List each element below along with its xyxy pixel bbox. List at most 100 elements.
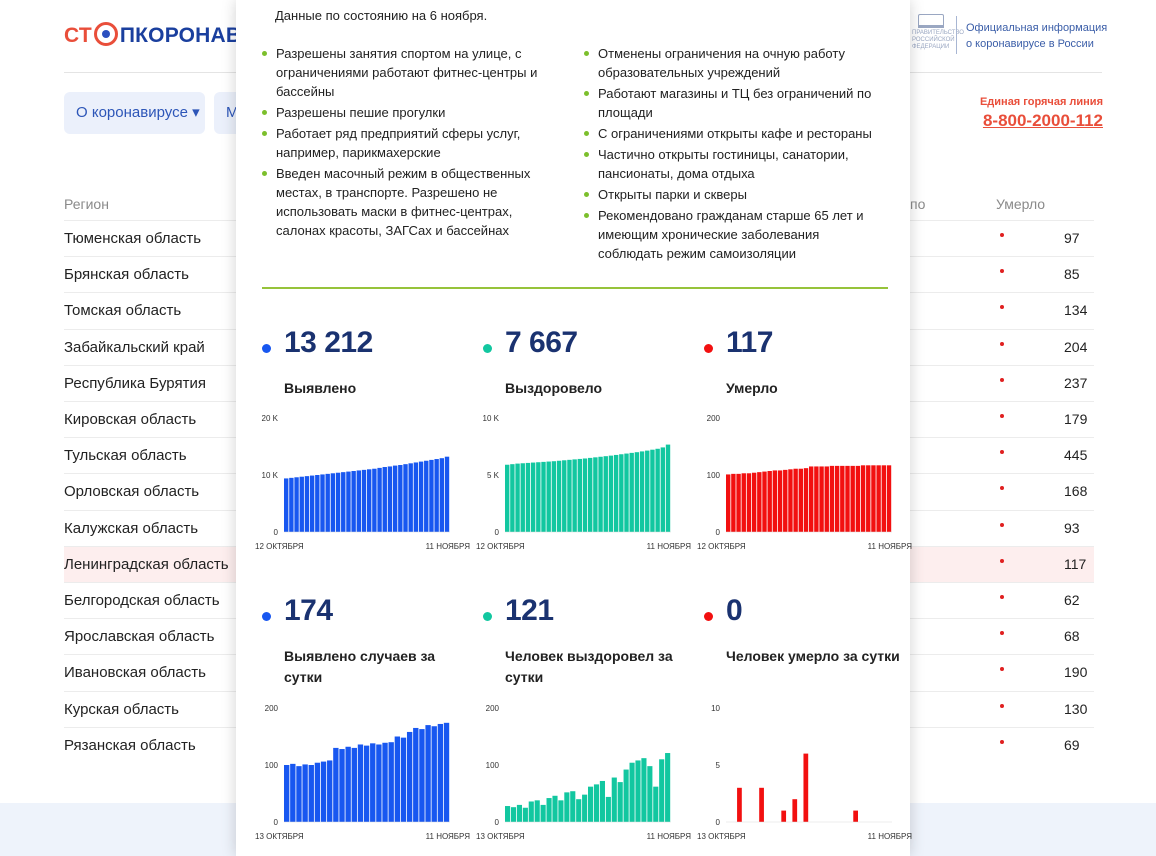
bar [570,791,576,822]
y-tick-label: 200 [265,704,279,713]
restriction-item: Разрешены пешие прогулки [262,103,552,122]
deaths-dot-icon [1000,667,1004,672]
bar [598,456,603,532]
restriction-item: Рекомендовано гражданам старше 65 лет и … [584,206,884,263]
bar [388,742,394,822]
deaths-dot-icon [1000,631,1004,636]
restriction-item: Открыты парки и скверы [584,185,884,204]
bar [762,471,767,532]
bar [308,765,314,822]
bar [660,447,666,532]
x-tick-label-end: 11 НОЯБРЯ [426,542,471,551]
bar [845,465,850,532]
y-tick-label: 0 [716,818,721,827]
bar [367,469,372,532]
bar [834,465,840,532]
region-name: Томская область [64,302,182,320]
bar [304,476,310,532]
bar [522,807,528,822]
hotline: Единая горячая линия 8-800-2000-112 [980,96,1103,131]
bar [413,727,419,822]
stat-daily-confirmed: 174 Выявлено случаев за сутки 0 100 200 13 ОК… [255,590,472,850]
government-link[interactable]: ПРАВИТЕЛЬСТВО РОССИЙСКОЙ ФЕДЕРАЦИИ Офици… [912,14,1112,58]
bar [510,807,517,822]
bar [576,799,582,822]
y-tick-label: 10 K [483,414,500,423]
bar [562,460,567,532]
restrictions-list-right: Отменены ограничения на очную работу обр… [584,44,884,265]
bar [737,787,742,822]
bar [757,472,762,532]
col-header-partial[interactable]: по [910,196,926,212]
deaths-dot-icon [1000,341,1004,346]
bar [572,459,577,532]
stat-value: 117 [726,326,773,359]
nav-about-coronavirus[interactable]: О коронавирусе ▾ [64,92,205,134]
stat-label: Выздоровело [505,380,603,396]
bar [356,470,362,532]
gov-info-text: Официальная информация о коронавирусе в … [966,22,1108,50]
bar [829,465,835,532]
deaths-value: 204 [1064,338,1088,355]
x-tick-label-end: 11 НОЯБРЯ [868,542,913,551]
region-name: Орловская область [64,483,200,501]
stopcoronavirus-logo[interactable]: СТ ПКОРОНАВИ [64,22,257,47]
y-tick-label: 100 [265,761,279,770]
region-name: Тюменская область [64,230,202,247]
bar [665,753,671,822]
deaths-value: 69 [1064,736,1080,753]
bar [520,463,525,532]
bar [798,468,804,532]
bar [803,468,809,532]
stat-label: Человек выздоровел за сутки [505,648,673,685]
bullet-icon [584,91,589,96]
bar [534,800,540,822]
bar [641,758,647,822]
col-header-region[interactable]: Регион [64,196,109,212]
bar [582,794,588,822]
site-header: СТ ПКОРОНАВИ ПРАВИТЕЛЬСТВО РОССИЙСКОЙ ФЕД… [0,0,1156,160]
y-tick-label: 200 [486,704,500,713]
bar [541,461,546,532]
bar [528,801,534,822]
series-dot-icon [704,612,713,621]
x-tick-label-start: 13 ОКТЯБРЯ [697,832,746,841]
bar [629,452,634,532]
bar [546,461,551,532]
bar [777,470,783,532]
deaths-value: 168 [1064,483,1088,500]
x-tick-label-end: 11 НОЯБРЯ [426,832,471,841]
bar [792,799,798,822]
region-name: Курская область [64,700,179,718]
bar [408,463,413,532]
y-tick-label: 0 [495,528,500,537]
bar [634,452,640,532]
x-tick-label-start: 12 ОКТЯБРЯ [476,542,525,551]
hotline-number-link[interactable]: 8-800-2000-112 [982,111,1103,130]
bar [289,477,294,532]
deaths-dot-icon [1000,269,1004,274]
bullet-icon [262,171,267,176]
bar [647,766,653,822]
y-tick-label: 0 [274,818,279,827]
stat-daily-deaths: 0 Человек умерло за сутки 0 5 10 13 ОКТЯБРЯ 11… [697,590,914,850]
bar [372,468,377,532]
deaths-value: 93 [1064,519,1080,536]
deaths-value: 62 [1064,592,1080,608]
virus-icon [93,22,118,46]
bar [351,471,356,532]
stat-label: Умерло [726,380,778,396]
bar [588,786,594,822]
bar [551,461,557,532]
bar [536,462,541,532]
bar [284,765,290,822]
deaths-dot-icon [1000,377,1004,382]
x-tick-label-start: 13 ОКТЯБРЯ [476,832,525,841]
bar [611,777,617,822]
col-header-deaths[interactable]: Умерло [996,196,1046,212]
bar [290,763,296,822]
deaths-dot-icon [1000,595,1004,599]
region-name: Брянская область [64,266,189,284]
bar [418,461,424,532]
y-tick-label: 0 [274,528,279,537]
